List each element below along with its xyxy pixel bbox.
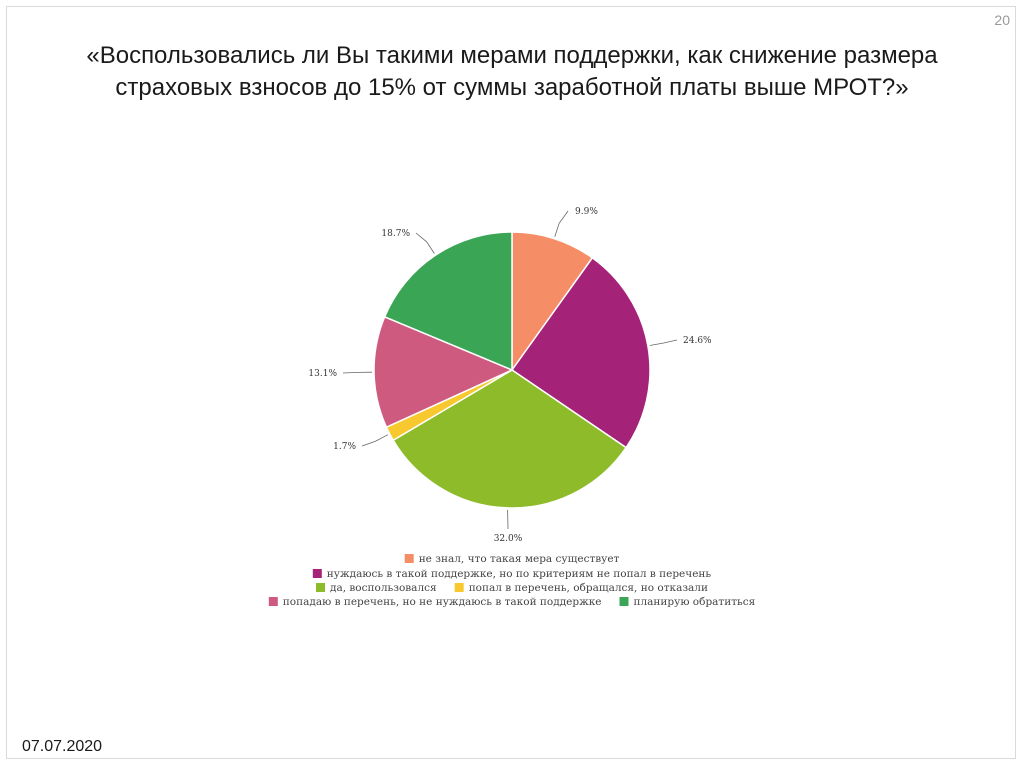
data-label-4: 1.7% [333,442,356,452]
leader-line-1 [554,210,569,237]
legend-swatch-4 [454,583,464,592]
chart-legend: не знал, что такая мера существует нуждаю… [268,553,756,608]
leader-line-5 [342,371,373,374]
data-label-3: 32.0% [494,534,523,544]
pie-slice-3 [392,369,628,509]
legend-label-5: попадаю в перечень, но не нуждаюсь в так… [283,596,602,608]
pie-slice-6 [383,231,513,372]
legend-swatch-6 [619,597,629,606]
pie-slice-1 [511,231,594,373]
pie-slice-5 [373,315,514,429]
pie-labels: 9.9% 24.6% 32.0% 1.7% 13.1% 18.7% [308,207,712,544]
legend-label-2: нуждаюсь в такой поддержке, но по критер… [327,568,712,580]
legend-label-4: попал в перечень, обращался, но отказали [469,582,708,594]
data-label-5: 13.1% [308,369,337,379]
slide-frame [6,6,1016,759]
pie-slice-2 [510,256,651,449]
data-label-1: 9.9% [575,207,598,217]
page-number: 20 [994,12,1010,28]
leader-line-4 [361,434,389,447]
leader-line-2 [649,339,678,346]
legend-swatch-1 [404,554,414,563]
slide-date: 07.07.2020 [22,738,103,755]
legend-swatch-5 [268,597,278,606]
leader-line-6 [415,232,435,254]
pie-slices [373,231,651,509]
data-label-2: 24.6% [683,336,712,346]
legend-label-3: да, воспользовался [330,582,437,594]
legend-swatch-2 [312,569,322,578]
legend-label-1: не знал, что такая мера существует [419,553,620,565]
slide-title: «Воспользовались ли Вы такими мерами под… [86,42,938,101]
legend-swatch-3 [316,583,325,592]
data-label-6: 18.7% [381,229,410,239]
legend-label-6: планирую обратиться [634,596,756,608]
